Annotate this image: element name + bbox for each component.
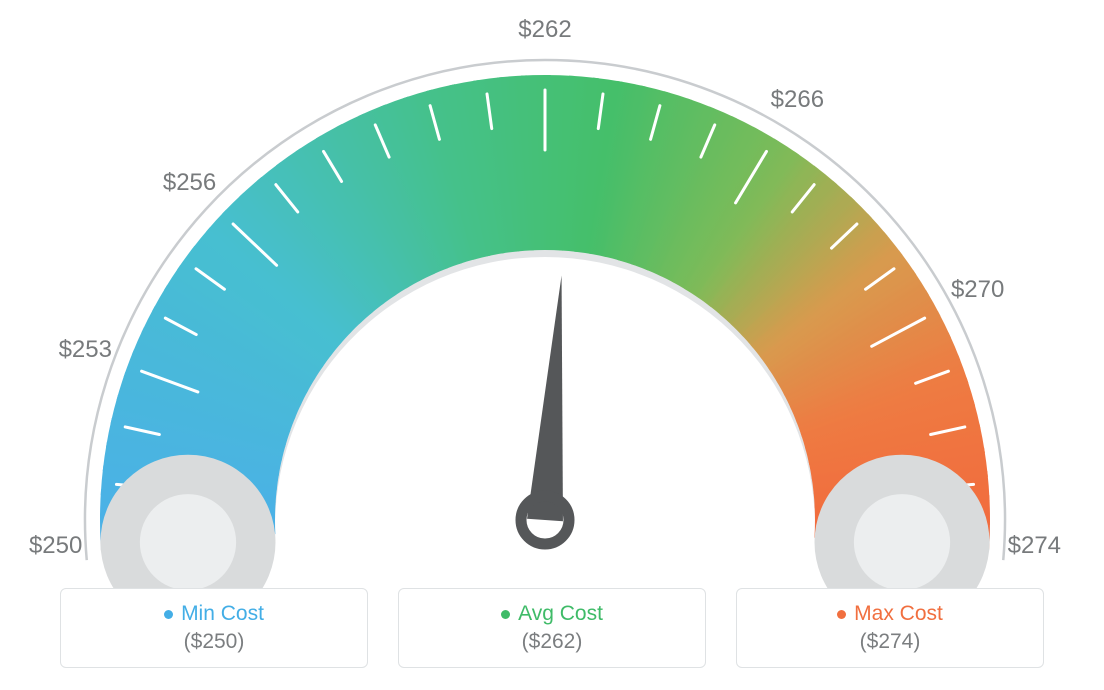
legend-card-avg: Avg Cost ($262) xyxy=(398,588,706,668)
gauge-tick-label: $253 xyxy=(45,336,125,364)
gauge-tick-label: $262 xyxy=(505,16,585,44)
gauge-svg xyxy=(0,0,1104,690)
gauge-end-cap-highlight xyxy=(854,494,950,590)
legend-label: Avg Cost xyxy=(518,602,603,626)
gauge-cost-chart: { "chart": { "type": "gauge", "width_px"… xyxy=(0,0,1104,690)
legend-dot-icon xyxy=(837,610,846,619)
legend-label: Min Cost xyxy=(181,602,264,626)
legend-dot-icon xyxy=(164,610,173,619)
gauge-tick-label: $266 xyxy=(757,86,837,114)
gauge-tick-label: $250 xyxy=(16,532,96,560)
gauge-tick-label: $274 xyxy=(994,532,1074,560)
legend: Min Cost ($250) Avg Cost ($262) Max Cost ($27… xyxy=(0,588,1104,668)
legend-title-row: Min Cost xyxy=(164,602,264,626)
gauge-needle xyxy=(527,276,563,522)
legend-dot-icon xyxy=(501,610,510,619)
legend-card-max: Max Cost ($274) xyxy=(736,588,1044,668)
legend-value: ($250) xyxy=(184,630,245,654)
legend-title-row: Avg Cost xyxy=(501,602,603,626)
legend-value: ($262) xyxy=(522,630,583,654)
legend-card-min: Min Cost ($250) xyxy=(60,588,368,668)
legend-label: Max Cost xyxy=(854,602,943,626)
gauge-tick-label: $256 xyxy=(150,169,230,197)
legend-title-row: Max Cost xyxy=(837,602,943,626)
gauge-end-cap-highlight xyxy=(140,494,236,590)
legend-value: ($274) xyxy=(860,630,921,654)
gauge-tick-label: $270 xyxy=(938,276,1018,304)
